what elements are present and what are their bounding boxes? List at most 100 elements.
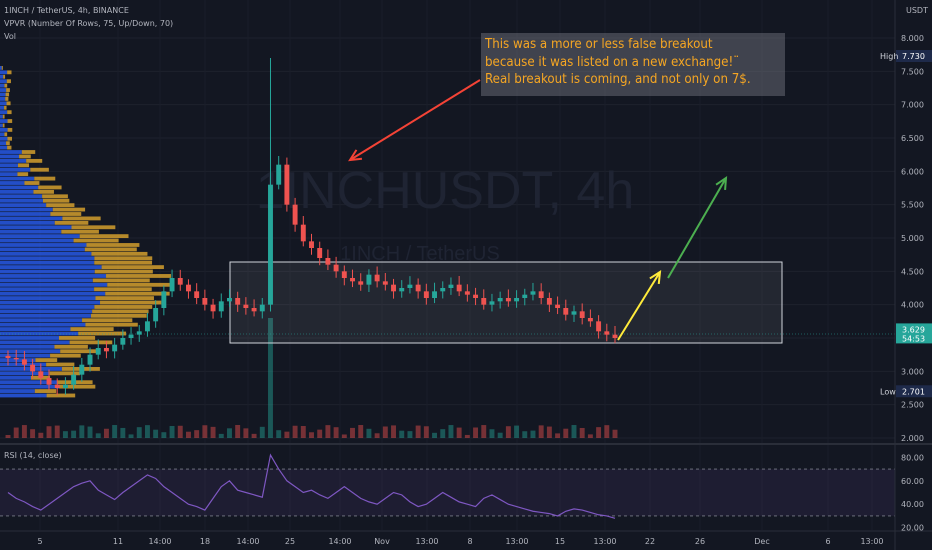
candle-body: [243, 304, 249, 308]
y-tick-label: 8.000: [901, 34, 924, 43]
y-tick-label: 7.000: [901, 101, 924, 110]
candle-body: [530, 291, 536, 295]
candle-body: [366, 274, 372, 285]
volume-bar: [423, 426, 429, 438]
volume-bar: [227, 428, 232, 438]
candle-body: [268, 184, 273, 305]
candle-body: [522, 294, 528, 298]
vp-row-down: [50, 212, 82, 216]
volume-bar: [243, 428, 249, 438]
volume-bar: [432, 432, 438, 438]
rsi-tick-label: 60.00: [901, 477, 924, 486]
candle-body: [374, 274, 380, 282]
candle-body: [325, 258, 331, 265]
volume-bar: [177, 425, 183, 438]
vp-row-up: [0, 225, 72, 230]
annotation-callout[interactable]: This was a more or less false breakout b…: [481, 33, 785, 96]
vp-row-up: [0, 340, 70, 345]
candle-body: [87, 354, 93, 365]
vpvr-legend[interactable]: VPVR (Number Of Rows, 75, Up/Down, 70): [4, 19, 174, 28]
candle-body: [103, 348, 109, 352]
volume-bar: [62, 431, 68, 438]
volume-bar: [259, 426, 265, 438]
vp-row-up: [0, 309, 93, 314]
volume-bar: [153, 429, 159, 438]
y-tick-label: 4.500: [901, 267, 924, 276]
candle-body: [136, 331, 142, 335]
y-tick-label: 6.500: [901, 134, 924, 143]
vp-row-up: [0, 110, 8, 115]
candle-body: [153, 308, 159, 322]
volume-bar: [54, 425, 60, 438]
range-box[interactable]: [229, 261, 783, 344]
vp-row-up: [0, 101, 7, 106]
volume-bar: [21, 425, 27, 438]
vp-row-down: [60, 349, 98, 354]
candle-body: [587, 318, 593, 322]
rsi-legend[interactable]: RSI (14, close): [4, 451, 62, 460]
x-tick-label: Dec: [754, 537, 769, 546]
volume-bar: [292, 425, 298, 438]
x-tick-label: 14:00: [236, 537, 259, 546]
volume-bar: [555, 433, 561, 438]
vp-row-down: [54, 220, 89, 225]
candle-body: [251, 308, 257, 312]
vp-row-up: [0, 145, 8, 150]
y-tick-label: 3.000: [901, 367, 924, 376]
candle-body: [62, 384, 68, 388]
volume-bar: [144, 425, 150, 438]
candle-body: [415, 284, 421, 292]
candle-body: [489, 301, 495, 305]
volume-bar: [489, 429, 495, 438]
volume-bar: [505, 426, 511, 438]
vp-row-down: [58, 336, 96, 340]
volume-bar: [358, 425, 364, 438]
last-price-badge: 3.629: [902, 325, 925, 334]
volume-bar: [448, 425, 454, 438]
rsi-line: [7, 453, 616, 519]
vp-row-down: [105, 291, 170, 296]
vp-row-down: [84, 247, 137, 252]
vp-row-up: [0, 220, 55, 225]
vp-row-up: [0, 216, 63, 221]
volume-bar: [514, 425, 520, 438]
vp-row-down: [7, 145, 12, 150]
volume-bar: [185, 431, 191, 438]
volume-bar: [103, 428, 109, 438]
vp-row-down: [26, 158, 43, 163]
vp-row-up: [0, 331, 79, 336]
candle-body: [407, 284, 413, 288]
vp-row-down: [92, 309, 149, 314]
y-tick-label: 5.000: [901, 234, 924, 243]
candle-body: [161, 291, 167, 308]
volume-bar: [391, 425, 396, 438]
vp-row-up: [0, 70, 8, 75]
vp-row-down: [42, 198, 70, 203]
vp-row-down: [78, 331, 127, 336]
vp-row-down: [6, 101, 11, 106]
candle-body: [423, 291, 429, 298]
volume-bar: [325, 425, 331, 438]
symbol-legend[interactable]: 1INCH / TetherUS, 4h, BINANCE: [4, 6, 129, 15]
candle-body: [497, 298, 503, 302]
vp-row-down: [6, 79, 11, 84]
candle-body: [341, 271, 347, 278]
x-tick-label: 13:00: [860, 537, 883, 546]
vp-row-up: [0, 92, 6, 97]
volume-bar: [161, 432, 167, 438]
yellow-arrow: [617, 271, 661, 341]
volume-bar: [136, 427, 142, 438]
vol-legend[interactable]: Vol: [4, 32, 16, 41]
yellow-arrow-head: [649, 270, 662, 285]
volume-bar: [415, 425, 421, 438]
candle-body: [112, 344, 118, 352]
volume-bar: [46, 426, 52, 438]
volume-bar: [473, 427, 479, 438]
high-label: High: [880, 52, 898, 61]
green-arrow-head: [715, 176, 728, 191]
volume-bar: [95, 433, 101, 438]
vp-row-up: [0, 375, 32, 380]
green-arrow: [667, 177, 727, 279]
volume-bar: [235, 425, 241, 438]
